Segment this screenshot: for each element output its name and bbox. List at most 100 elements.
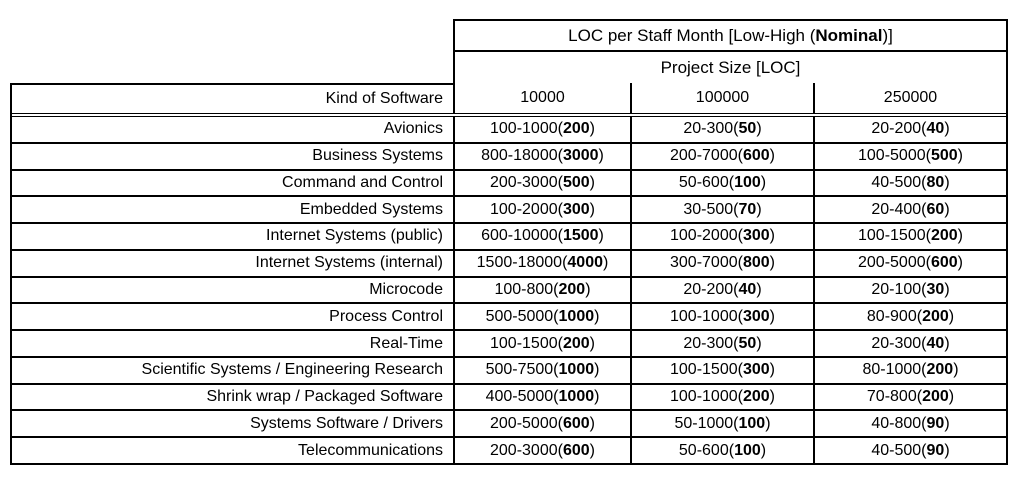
data-cell: 100-1500(300) (632, 357, 815, 385)
row-label: Business Systems (10, 143, 455, 171)
data-cell: 200-7000(600) (632, 143, 815, 171)
cell-range-text: 20-400( (871, 200, 927, 218)
cell-range-text: 200-3000( (490, 441, 563, 459)
cell-range-text-suffix: ) (769, 227, 775, 245)
cell-nominal-value: 500 (562, 173, 590, 191)
data-cell: 1500-18000(4000) (455, 250, 632, 278)
data-cell: 400-5000(1000) (455, 384, 632, 412)
cell-range-text-suffix: ) (944, 280, 950, 298)
cell-nominal-value: 300 (742, 361, 770, 379)
cell-range-text: 80-900( (866, 307, 923, 325)
header-double-rule (10, 113, 1008, 117)
data-cell: 20-300(50) (632, 331, 815, 358)
cell-range-text-suffix: ) (769, 388, 775, 406)
cell-range-text: 100-1500( (670, 361, 743, 379)
cell-range-text-suffix: ) (756, 120, 762, 138)
row-label: Avionics (10, 117, 455, 144)
data-cell: 80-1000(200) (815, 357, 1008, 385)
cell-range-text-suffix: ) (598, 227, 604, 245)
cell-nominal-value: 200 (926, 361, 954, 379)
cell-range-text-suffix: ) (769, 254, 775, 272)
cell-range-text-suffix: ) (944, 441, 950, 459)
cell-range-text-suffix: ) (948, 388, 955, 406)
data-cell: 100-800(200) (455, 277, 632, 305)
data-cell: 800-18000(3000) (455, 143, 632, 171)
data-cell: 500-7500(1000) (455, 357, 632, 385)
cell-range-text-suffix: ) (957, 147, 963, 165)
project-size-label: Project Size [LOC] (660, 57, 801, 77)
cell-nominal-value: 3000 (562, 147, 599, 165)
cell-range-text-suffix: ) (756, 200, 762, 218)
cell-range-text: 200-3000( (490, 173, 563, 191)
row-label: Systems Software / Drivers (10, 411, 455, 439)
cell-range-text: 40-500( (871, 441, 927, 459)
data-cell: 100-1000(200) (632, 384, 815, 412)
cell-range-text-suffix: ) (944, 200, 950, 218)
cell-range-text-suffix: ) (589, 200, 595, 218)
cell-nominal-value: 600 (742, 147, 770, 165)
data-cell: 100-1000(200) (455, 117, 632, 144)
cell-range-text-suffix: ) (948, 307, 955, 325)
data-cell: 40-500(80) (815, 170, 1008, 198)
cell-nominal-value: 50 (738, 334, 757, 352)
data-cell: 200-3000(500) (455, 170, 632, 198)
cell-nominal-value: 1000 (558, 307, 595, 325)
cell-range-text-suffix: ) (756, 334, 762, 352)
cell-nominal-value: 600 (562, 441, 590, 459)
data-cell: 20-200(40) (632, 277, 815, 305)
cell-nominal-value: 40 (926, 334, 945, 352)
cell-nominal-value: 60 (926, 200, 945, 218)
cell-range-text: 100-1500( (490, 334, 563, 352)
cell-range-text-suffix: ) (594, 361, 600, 379)
cell-range-text: 100-1000( (670, 388, 743, 406)
cell-nominal-value: 200 (562, 334, 590, 352)
cell-range-text: 50-1000( (674, 414, 739, 432)
data-cell: 20-100(30) (815, 277, 1008, 305)
cell-range-text: 20-200( (871, 120, 927, 138)
cell-range-text-suffix: ) (944, 334, 950, 352)
cell-nominal-value: 90 (926, 414, 945, 432)
cell-range-text: 100-2000( (490, 200, 563, 218)
cell-range-text-suffix: ) (589, 441, 595, 459)
size-columns-row: 10000 100000 250000 (455, 83, 1006, 113)
cell-range-text-suffix: ) (594, 388, 600, 406)
column-header-100000: 100000 (632, 83, 815, 113)
cell-nominal-value: 300 (562, 200, 590, 218)
cell-range-text-suffix: ) (953, 361, 959, 379)
data-cell: 100-1500(200) (815, 224, 1008, 251)
cell-nominal-value: 1500 (562, 227, 599, 245)
cell-range-text: 600-10000( (481, 227, 563, 245)
cell-range-text-suffix: ) (589, 173, 595, 191)
cell-range-text-suffix: ) (944, 173, 950, 191)
row-label: Command and Control (10, 170, 455, 198)
data-cell: 500-5000(1000) (455, 304, 632, 332)
cell-range-text-suffix: ) (585, 280, 591, 298)
data-cell: 50-600(100) (632, 438, 815, 465)
data-cell: 100-2000(300) (632, 224, 815, 251)
data-cell: 20-300(40) (815, 331, 1008, 358)
row-label: Shrink wrap / Packaged Software (10, 384, 455, 412)
cell-nominal-value: 200 (930, 227, 958, 245)
cell-range-text: 200-5000( (858, 254, 931, 272)
column-header-250000: 250000 (883, 89, 938, 106)
row-label: Real-Time (10, 331, 455, 358)
cell-nominal-value: 300 (742, 307, 770, 325)
cell-range-text-suffix: ) (589, 414, 595, 432)
cell-range-text-suffix: ) (944, 120, 950, 138)
row-label: Microcode (10, 277, 455, 305)
cell-nominal-value: 70 (738, 200, 757, 218)
cell-range-text-suffix: ) (765, 414, 771, 432)
cell-range-text: 20-200( (683, 280, 739, 298)
cell-range-text: 20-300( (683, 120, 739, 138)
data-cell: 70-800(200) (815, 384, 1008, 412)
cell-nominal-value: 200 (922, 307, 949, 325)
cell-range-text: 70-800( (866, 388, 923, 406)
table-title-bold-text: Nominal (815, 25, 883, 45)
cell-range-text: 1500-18000( (476, 254, 568, 272)
data-cell: 40-500(90) (815, 438, 1008, 465)
cell-nominal-value: 200 (558, 280, 586, 298)
cell-nominal-value: 1000 (558, 388, 595, 406)
cell-range-text-suffix: ) (598, 147, 604, 165)
cell-nominal-value: 500 (930, 147, 958, 165)
